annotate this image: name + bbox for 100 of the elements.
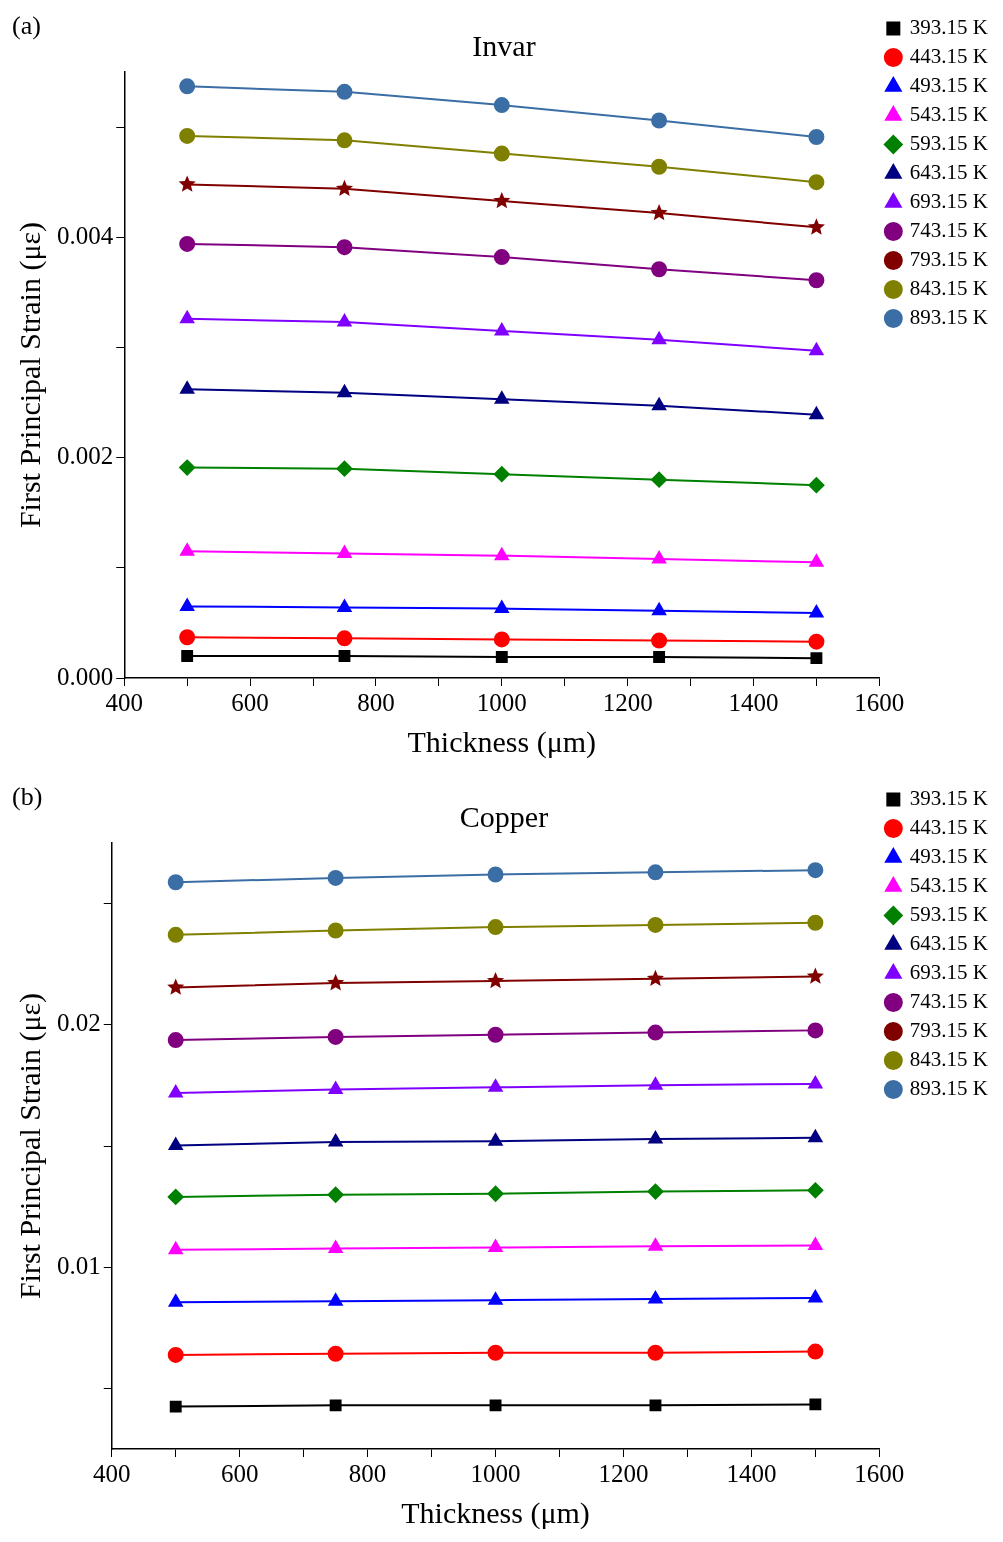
point bbox=[180, 310, 195, 324]
point bbox=[179, 629, 196, 646]
point bbox=[651, 112, 668, 129]
chart-title: Invar bbox=[472, 28, 536, 62]
legend-label: 743.15 K bbox=[909, 218, 989, 243]
point bbox=[493, 97, 510, 114]
point bbox=[809, 604, 824, 618]
point bbox=[178, 175, 196, 192]
x-tick-label: 1400 bbox=[726, 1459, 777, 1487]
point bbox=[327, 1186, 344, 1203]
point bbox=[167, 874, 184, 891]
point bbox=[807, 914, 824, 931]
point bbox=[807, 218, 825, 235]
legend-label: 693.15 K bbox=[909, 189, 989, 214]
point bbox=[337, 384, 352, 398]
y-tick-label: 0.002 bbox=[57, 442, 114, 470]
point bbox=[488, 1079, 503, 1092]
x-axis-title: Thickness (μm) bbox=[407, 724, 597, 759]
legend-label: 593.15 K bbox=[909, 902, 989, 927]
point bbox=[809, 554, 824, 567]
point bbox=[328, 1134, 343, 1147]
point bbox=[809, 1398, 822, 1411]
point bbox=[807, 1343, 824, 1360]
point bbox=[648, 1290, 663, 1304]
point bbox=[493, 249, 510, 266]
legend-label: 693.15 K bbox=[909, 960, 989, 985]
point bbox=[809, 406, 824, 420]
x-tick-label: 1600 bbox=[854, 688, 905, 716]
point bbox=[336, 239, 353, 256]
point bbox=[652, 397, 667, 411]
point bbox=[336, 460, 353, 477]
point bbox=[809, 342, 824, 356]
x-tick-label: 400 bbox=[105, 688, 143, 716]
x-axis-title: Thickness (μm) bbox=[401, 1495, 590, 1530]
point bbox=[487, 1026, 504, 1043]
legend-label: 893.15 K bbox=[909, 1076, 989, 1101]
point bbox=[807, 1022, 824, 1039]
point bbox=[168, 1241, 183, 1255]
point bbox=[807, 862, 824, 879]
legend-label: 443.15 K bbox=[909, 44, 989, 69]
point bbox=[494, 600, 509, 614]
point bbox=[647, 864, 664, 881]
point bbox=[327, 1028, 344, 1045]
point bbox=[647, 916, 664, 933]
point bbox=[337, 545, 352, 558]
point bbox=[648, 1238, 663, 1251]
point bbox=[179, 127, 196, 144]
point bbox=[337, 599, 352, 612]
point bbox=[336, 630, 353, 647]
point bbox=[181, 650, 194, 662]
point bbox=[179, 78, 196, 95]
legend-label: 493.15 K bbox=[909, 844, 989, 869]
y-tick-label: 0.004 bbox=[57, 221, 114, 249]
point bbox=[653, 651, 666, 664]
legend-label: 843.15 K bbox=[909, 276, 989, 301]
point bbox=[493, 631, 510, 648]
point bbox=[810, 652, 823, 665]
point bbox=[180, 598, 195, 611]
x-tick-label: 800 bbox=[357, 688, 395, 716]
point bbox=[487, 866, 504, 883]
point bbox=[487, 919, 504, 936]
point bbox=[168, 1084, 183, 1098]
y-tick-label: 0.01 bbox=[57, 1251, 101, 1279]
point bbox=[169, 1400, 182, 1413]
point bbox=[808, 1075, 823, 1089]
point bbox=[167, 926, 184, 943]
point bbox=[652, 331, 667, 345]
legend-label: 843.15 K bbox=[909, 1047, 989, 1072]
y-tick-label: 0.02 bbox=[57, 1009, 101, 1037]
point bbox=[648, 1077, 663, 1090]
point bbox=[808, 272, 825, 289]
legend-label: 793.15 K bbox=[909, 247, 989, 272]
point bbox=[328, 1293, 343, 1306]
point bbox=[651, 471, 668, 488]
point bbox=[180, 381, 195, 394]
point bbox=[651, 261, 668, 278]
point bbox=[488, 1239, 503, 1253]
legend-label: 393.15 K bbox=[909, 15, 989, 40]
point bbox=[327, 1345, 344, 1362]
point bbox=[652, 551, 667, 564]
point bbox=[167, 1188, 184, 1205]
x-tick-label: 1200 bbox=[598, 1459, 649, 1487]
point bbox=[327, 922, 344, 939]
point bbox=[327, 974, 345, 991]
point bbox=[168, 1294, 183, 1307]
point bbox=[180, 543, 195, 556]
point bbox=[327, 869, 344, 886]
point bbox=[808, 633, 825, 650]
legend-label: 643.15 K bbox=[909, 160, 989, 185]
point bbox=[494, 322, 509, 336]
point bbox=[806, 967, 824, 984]
point bbox=[493, 191, 511, 209]
text: (b) bbox=[12, 781, 43, 811]
legend-label: 543.15 K bbox=[909, 102, 989, 127]
legend-label: 593.15 K bbox=[909, 131, 989, 156]
point bbox=[495, 651, 508, 664]
point bbox=[329, 1399, 342, 1412]
point bbox=[328, 1240, 343, 1254]
point bbox=[493, 145, 510, 162]
legend-label: 543.15 K bbox=[909, 873, 989, 898]
